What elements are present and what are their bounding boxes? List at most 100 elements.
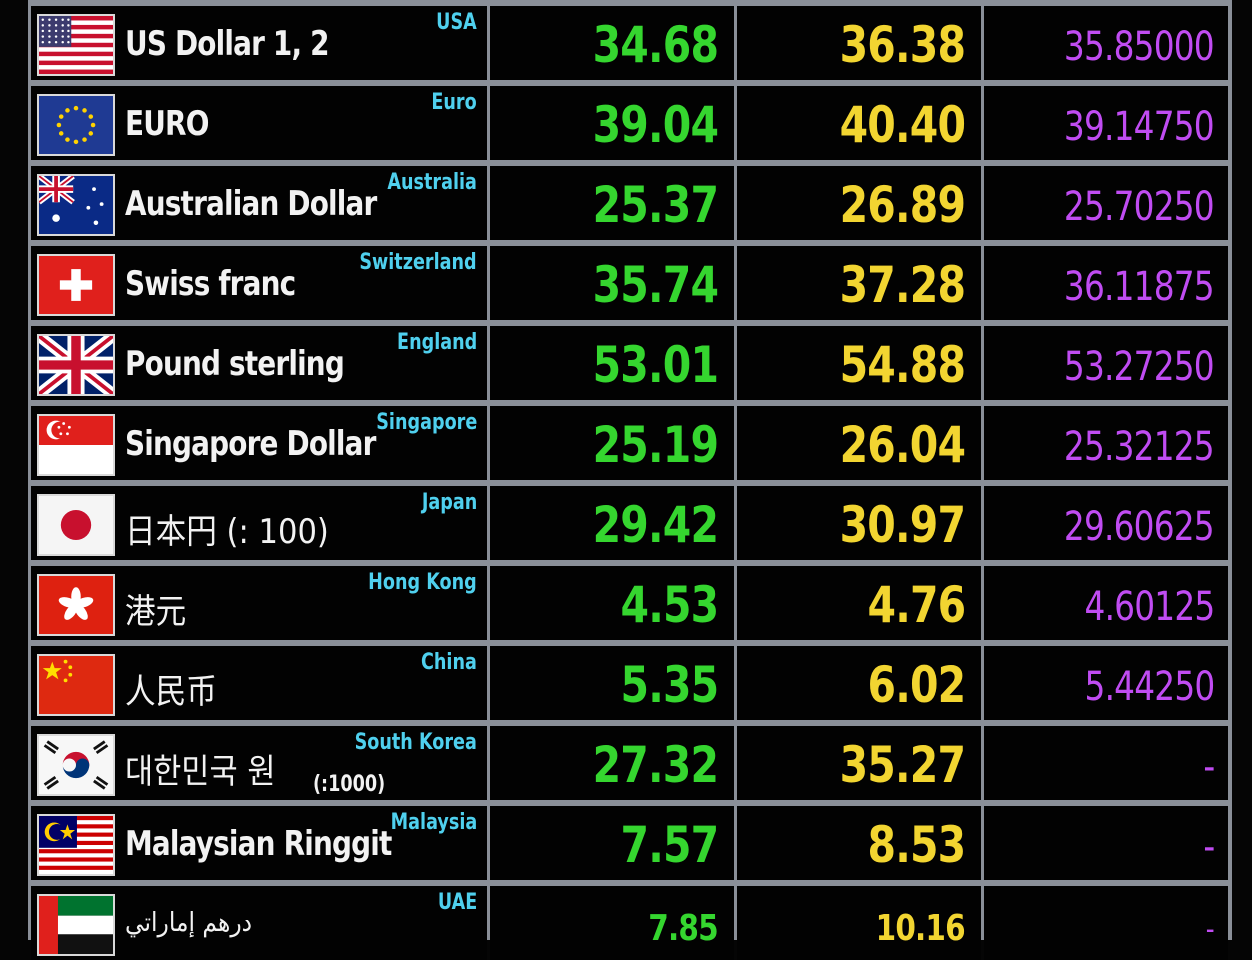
sell-rate: 37.28 (839, 256, 965, 314)
buy-rate: 25.37 (592, 176, 718, 234)
buy-rate: 25.19 (592, 416, 718, 474)
mid-rate-cell: 4.60125 (984, 566, 1228, 640)
uk-flag-icon (37, 334, 115, 396)
country-label: China (421, 650, 477, 675)
au-flag-icon (37, 174, 115, 236)
mid-rate-cell: 25.70250 (984, 166, 1228, 240)
country-label: Australia (387, 170, 477, 195)
buy-rate-cell: 4.53 (490, 566, 734, 640)
currency-cell: 日本円 (: 100) Japan (31, 486, 487, 560)
sell-rate-cell: 35.27 (737, 726, 981, 800)
buy-rate: 7.85 (648, 908, 718, 949)
mid-rate-cell: 53.27250 (984, 326, 1228, 400)
us-flag-icon (37, 14, 115, 76)
mid-rate: - (1205, 912, 1215, 947)
currency-name: EURO (125, 104, 209, 144)
mid-rate: 25.70250 (1064, 184, 1215, 230)
country-label: South Korea (354, 730, 477, 755)
rate-row: 대한민국 원 (:1000) South Korea 27.32 35.27 - (28, 720, 1232, 800)
sell-rate-cell: 40.40 (737, 86, 981, 160)
buy-rate-cell: 25.19 (490, 406, 734, 480)
currency-name: Singapore Dollar (125, 424, 376, 464)
currency-name: 日本円 (: 100) (125, 512, 329, 552)
mid-rate: 4.60125 (1084, 584, 1215, 630)
sell-rate: 54.88 (839, 336, 965, 394)
currency-cell: درهم إماراتي UAE (31, 886, 487, 960)
buy-rate-cell: 34.68 (490, 6, 734, 80)
rate-row: Malaysian Ringgit Malaysia 7.57 8.53 - (28, 800, 1232, 880)
mid-rate: 5.44250 (1084, 664, 1215, 710)
sell-rate: 4.76 (867, 576, 966, 634)
mid-rate-cell: - (984, 726, 1228, 800)
country-label: Japan (421, 490, 477, 515)
eu-flag-icon (37, 94, 115, 156)
sell-rate: 8.53 (867, 816, 966, 874)
rate-row: 港元 Hong Kong 4.53 4.76 4.60125 (28, 560, 1232, 640)
rate-row: US Dollar 1, 2 USA 34.68 36.38 35.85000 (28, 0, 1232, 80)
mid-rate-cell: 25.32125 (984, 406, 1228, 480)
cn-flag-icon (37, 654, 115, 716)
buy-rate: 35.74 (592, 256, 718, 314)
mid-rate: 29.60625 (1064, 504, 1215, 550)
currency-name: Pound sterling (125, 344, 345, 384)
currency-name: US Dollar 1, 2 (125, 24, 330, 64)
my-flag-icon (37, 814, 115, 876)
currency-cell: Malaysian Ringgit Malaysia (31, 806, 487, 880)
buy-rate: 29.42 (592, 496, 718, 554)
rate-row: Swiss franc Switzerland 35.74 37.28 36.1… (28, 240, 1232, 320)
mid-rate-cell: 35.85000 (984, 6, 1228, 80)
mid-rate-cell: - (984, 886, 1228, 960)
currency-cell: 港元 Hong Kong (31, 566, 487, 640)
sell-rate: 10.16 (875, 908, 966, 949)
currency-name: 人民币 (125, 672, 217, 712)
buy-rate-cell: 7.85 (490, 886, 734, 960)
sell-rate-cell: 4.76 (737, 566, 981, 640)
mid-rate: - (1202, 824, 1215, 870)
buy-rate: 5.35 (620, 656, 719, 714)
currency-name: درهم إماراتي (125, 908, 253, 938)
sell-rate-cell: 6.02 (737, 646, 981, 720)
country-label: Hong Kong (368, 570, 477, 595)
buy-rate-cell: 29.42 (490, 486, 734, 560)
sell-rate: 35.27 (839, 736, 965, 794)
buy-rate-cell: 27.32 (490, 726, 734, 800)
mid-rate: 39.14750 (1064, 104, 1215, 150)
sell-rate: 30.97 (839, 496, 965, 554)
rate-row: Singapore Dollar Singapore 25.19 26.04 2… (28, 400, 1232, 480)
country-label: UAE (437, 890, 477, 915)
mid-rate: - (1202, 744, 1215, 790)
currency-cell: Australian Dollar Australia (31, 166, 487, 240)
buy-rate-cell: 39.04 (490, 86, 734, 160)
sell-rate-cell: 8.53 (737, 806, 981, 880)
buy-rate: 27.32 (592, 736, 718, 794)
currency-name: 대한민국 원 (125, 752, 276, 792)
exchange-rate-board: US Dollar 1, 2 USA 34.68 36.38 35.85000 … (28, 0, 1232, 960)
currency-name: 港元 (125, 592, 187, 632)
country-label: USA (436, 10, 477, 35)
sell-rate-cell: 26.89 (737, 166, 981, 240)
ch-flag-icon (37, 254, 115, 316)
mid-rate: 36.11875 (1064, 264, 1215, 310)
currency-cell: EURO Euro (31, 86, 487, 160)
country-label: Euro (431, 90, 477, 115)
currency-cell: US Dollar 1, 2 USA (31, 6, 487, 80)
rate-row: 日本円 (: 100) Japan 29.42 30.97 29.60625 (28, 480, 1232, 560)
currency-unit: (:1000) (313, 772, 386, 797)
rate-row: Pound sterling England 53.01 54.88 53.27… (28, 320, 1232, 400)
buy-rate-cell: 35.74 (490, 246, 734, 320)
mid-rate-cell: 36.11875 (984, 246, 1228, 320)
buy-rate: 39.04 (592, 96, 718, 154)
buy-rate-cell: 7.57 (490, 806, 734, 880)
buy-rate: 7.57 (620, 816, 719, 874)
sell-rate-cell: 26.04 (737, 406, 981, 480)
country-label: Switzerland (359, 250, 477, 275)
sell-rate: 40.40 (839, 96, 965, 154)
sg-flag-icon (37, 414, 115, 476)
sell-rate-cell: 36.38 (737, 6, 981, 80)
buy-rate: 34.68 (592, 16, 718, 74)
sell-rate: 36.38 (839, 16, 965, 74)
mid-rate-cell: 5.44250 (984, 646, 1228, 720)
hk-flag-icon (37, 574, 115, 636)
sell-rate-cell: 37.28 (737, 246, 981, 320)
country-label: Singapore (375, 410, 477, 435)
